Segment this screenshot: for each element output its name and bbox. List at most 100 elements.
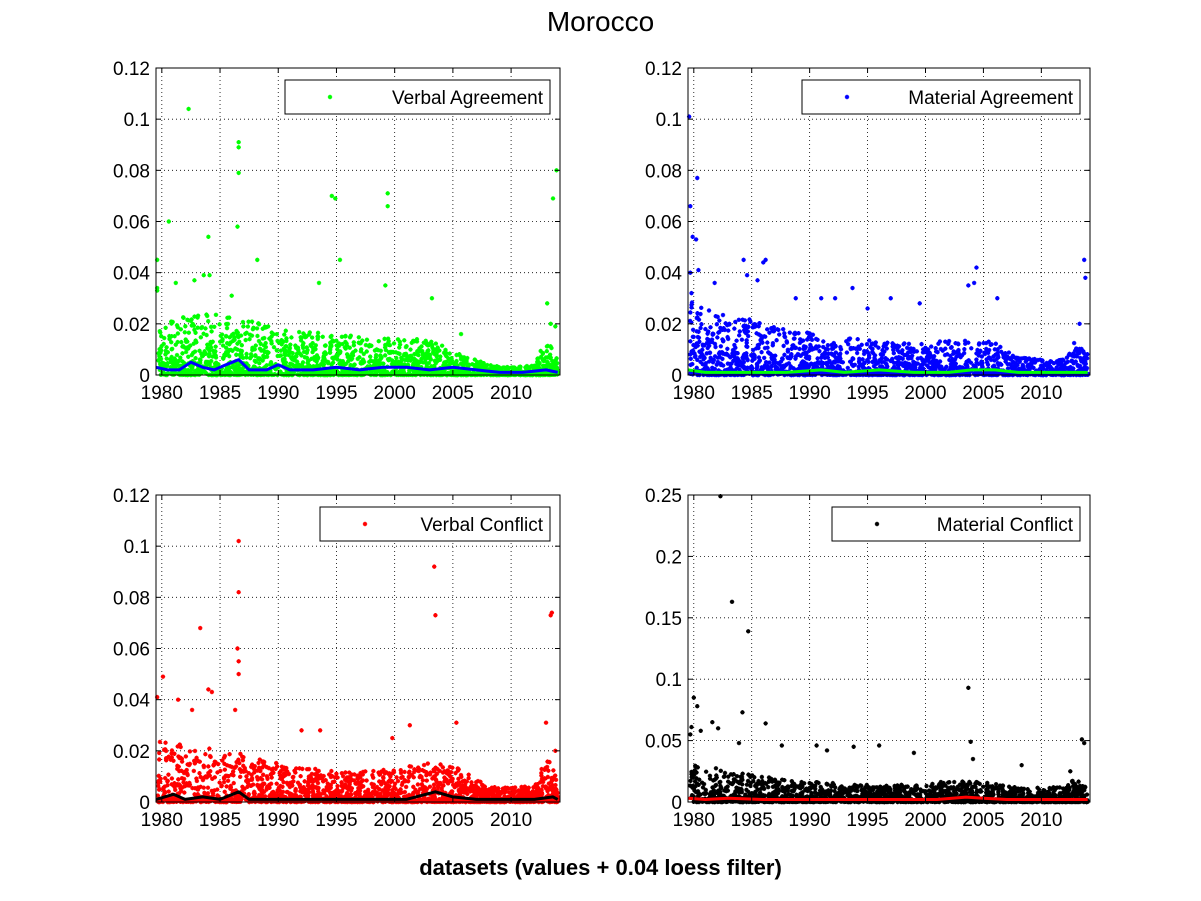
data-point [526,789,531,794]
data-point [831,359,836,365]
data-point [501,790,507,795]
data-point [401,353,407,358]
data-point [296,362,301,367]
data-point [879,359,884,365]
data-point [358,775,363,780]
data-point [349,777,354,783]
data-point [1009,365,1014,371]
data-point [491,364,497,369]
data-point [918,363,924,368]
data-point [1078,355,1083,361]
data-point [201,331,206,336]
data-point [1038,357,1043,362]
data-point [493,367,498,372]
data-point [981,340,986,346]
data-point [891,360,897,366]
data-point [215,761,221,767]
data-point [833,366,839,372]
data-point [293,770,298,775]
data-point [206,361,211,367]
data-point [974,360,979,365]
data-point [396,362,401,367]
data-point [804,363,809,369]
data-point [815,356,820,361]
data-point [742,366,747,371]
data-point [236,139,241,145]
data-point [185,772,190,778]
data-point [220,343,226,348]
data-point [993,341,999,346]
data-point [548,321,553,327]
data-point [183,349,189,355]
data-point [787,330,793,335]
data-point [245,368,250,374]
data-point [403,784,409,790]
data-point [344,775,350,780]
data-point [175,362,180,368]
data-point [811,365,816,371]
data-point [697,339,702,344]
data-point [268,360,274,365]
data-point [255,333,260,339]
data-point [292,768,297,773]
data-point [429,296,435,301]
data-point [704,340,710,346]
data-point [688,203,693,209]
data-point [793,367,799,373]
x-tick-label: 2000 [904,383,946,404]
data-point [433,765,438,770]
data-point [1085,372,1090,377]
data-point [299,363,304,368]
data-point [178,327,183,332]
data-point [741,353,747,358]
data-point [547,355,553,360]
data-point [224,352,229,357]
data-point [300,345,306,351]
data-point [1057,362,1062,367]
data-point [192,314,197,319]
data-point [178,744,183,750]
data-point [862,348,867,354]
data-point [163,740,168,745]
data-point [556,370,561,375]
data-point [895,347,900,353]
data-point [217,322,222,327]
data-point [1030,360,1036,365]
data-point [204,332,209,338]
data-point [817,360,823,365]
data-point [971,363,976,368]
data-point [689,302,694,308]
data-point [902,352,907,358]
data-point [931,353,937,359]
data-point [462,360,467,366]
data-point [448,774,453,779]
data-point [344,352,350,357]
data-point [377,772,383,777]
data-point [459,790,464,795]
data-point [305,783,311,788]
data-point [969,346,974,351]
data-point [1072,348,1078,353]
data-point [459,362,465,367]
data-point [1012,364,1017,369]
data-point [477,370,483,376]
data-point [262,324,268,329]
data-point [390,363,395,368]
data-point [454,783,460,788]
data-point [1081,351,1087,356]
data-point [748,352,754,358]
data-point [229,371,235,377]
data-point [545,370,551,376]
data-point [890,366,895,372]
data-point [717,355,723,360]
data-point [815,337,820,342]
data-point [769,356,775,361]
data-point [966,283,971,288]
data-point [796,330,801,336]
data-point [199,370,204,376]
data-point [884,371,890,376]
x-tick-label: 1995 [315,383,357,404]
data-point [224,784,229,789]
data-point [294,359,300,364]
data-point [690,234,695,240]
